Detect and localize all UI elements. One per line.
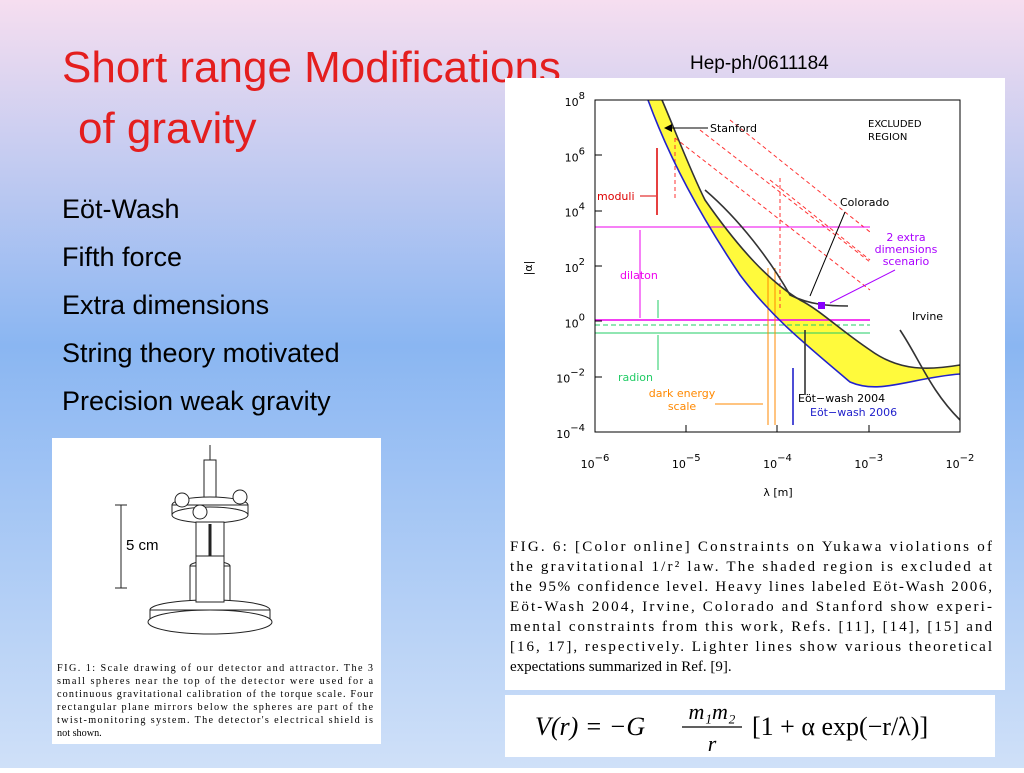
formula-denominator: r [708, 731, 717, 756]
tick-exponent: −2 [570, 368, 585, 379]
annotation: Colorado [840, 196, 889, 209]
caption-line: not shown. [57, 728, 102, 739]
formula-lhs: V(r) = −G [535, 712, 645, 741]
annotation: moduli [597, 190, 635, 203]
annotation: EXCLUDED [868, 119, 922, 130]
formula-numerator: m₁m₂ [688, 699, 735, 724]
caption-line: expectations summarized in Ref. [9]. [510, 659, 732, 675]
annotation: Eöt−wash 2006 [810, 406, 897, 419]
tick-exponent: 0 [579, 312, 585, 323]
reference: Hep-ph/0611184 [690, 53, 829, 74]
caption-line: Eöt-Wash 2004, Irvine, Colorado and Stan… [510, 599, 992, 615]
caption-line: FIG. 1: Scale drawing of our detector an… [57, 663, 373, 674]
plot-ticks [595, 154, 870, 432]
tick-exponent: −4 [570, 423, 585, 434]
plot-annotations: Stanford EXCLUDED REGION moduli Colorado… [597, 119, 943, 419]
tick-base: 10 [565, 317, 579, 330]
caption-line: the gravitational 1/r² law. The shaded r… [510, 559, 993, 575]
figure-1: 5 cm FIG. 1: Scale drawing of our detect… [52, 438, 381, 744]
tick-base: 10 [565, 262, 579, 275]
caption-line: the 95% confidence level. Heavy lines la… [510, 579, 992, 595]
tick-label: 10−2 [946, 453, 975, 471]
caption: FIG. 6: [Color online] Constraints on Yu… [510, 539, 993, 675]
tick-exponent: −4 [777, 453, 792, 464]
bullet-list: Eöt-Wash Fifth force Extra dimensions St… [62, 194, 340, 416]
tick-exponent: −2 [960, 453, 975, 464]
annotation: Eöt−wash 2004 [798, 392, 885, 405]
annotation: dilaton [620, 269, 658, 282]
tick-base: 10 [946, 458, 960, 471]
tick-base: 10 [763, 458, 777, 471]
tick-exponent: −6 [595, 453, 610, 464]
annotation: Stanford [710, 122, 757, 135]
tick-label: 102 [565, 257, 585, 275]
tick-label: 100 [565, 312, 585, 330]
tick-label: 10−4 [556, 423, 585, 441]
annotation: scenario [883, 255, 930, 268]
bullet: Extra dimensions [62, 290, 269, 320]
tick-base: 10 [672, 458, 686, 471]
tick-label: 108 [565, 91, 585, 109]
x-tick-labels: 10−6 10−5 10−4 10−3 10−2 [581, 453, 975, 471]
tick-base: 10 [565, 207, 579, 220]
tick-exponent: 8 [579, 91, 585, 102]
bullet: String theory motivated [62, 338, 340, 368]
tick-label: 106 [565, 146, 585, 164]
excluded-band [648, 100, 960, 387]
formula-panel [505, 695, 995, 757]
tick-exponent: 6 [579, 146, 585, 157]
tick-label: 10−3 [854, 453, 883, 471]
scale-label: 5 cm [126, 537, 159, 554]
annotation: dark energy [649, 387, 716, 400]
title-line: of gravity [78, 104, 257, 153]
formula-bracket: [1 + α exp(−r/λ)] [752, 712, 928, 741]
annotation: radion [618, 371, 653, 384]
theory-lines [595, 119, 871, 425]
apparatus-drawing [147, 445, 273, 635]
tick-base: 10 [556, 428, 570, 441]
tick-label: 10−4 [763, 453, 792, 471]
tick-label: 10−6 [581, 453, 610, 471]
x-axis-label: λ [m] [763, 486, 792, 499]
caption-line: continuous gravitational calibration of … [57, 689, 374, 700]
tick-base: 10 [556, 373, 570, 386]
tick-base: 10 [565, 96, 579, 109]
tick-exponent: 2 [579, 257, 585, 268]
experiment-lines [647, 99, 961, 425]
tick-base: 10 [581, 458, 595, 471]
bullet: Fifth force [62, 242, 182, 272]
bullet: Eöt-Wash [62, 194, 180, 224]
annotation: REGION [868, 132, 907, 143]
formula: V(r) = −G m₁m₂ r [1 + α exp(−r/λ)] [505, 695, 995, 757]
annotation: Irvine [912, 310, 943, 323]
tick-base: 10 [565, 151, 579, 164]
figure-panel [505, 78, 1005, 690]
annotation: 2 extra [886, 231, 925, 244]
tick-label: 104 [565, 202, 585, 220]
caption-line: FIG. 6: [Color online] Constraints on Yu… [510, 539, 992, 555]
title-line: Short range Modifications [62, 43, 561, 92]
caption-line: rectangular plane mirrors below the sphe… [57, 702, 373, 713]
tick-exponent: −5 [686, 453, 701, 464]
y-axis-label: |α| [522, 261, 535, 276]
caption-line: twist-monitoring system. The detector's … [57, 715, 373, 726]
annotation: dimensions [875, 243, 938, 256]
tick-base: 10 [854, 458, 868, 471]
tick-label: 10−5 [672, 453, 701, 471]
tick-exponent: −3 [868, 453, 883, 464]
tick-exponent: 4 [579, 202, 585, 213]
bullet: Precision weak gravity [62, 386, 331, 416]
annotation: scale [668, 400, 697, 413]
caption-line: [16, 17], respectively. Lighter lines sh… [510, 639, 992, 655]
tick-label: 10−2 [556, 368, 585, 386]
